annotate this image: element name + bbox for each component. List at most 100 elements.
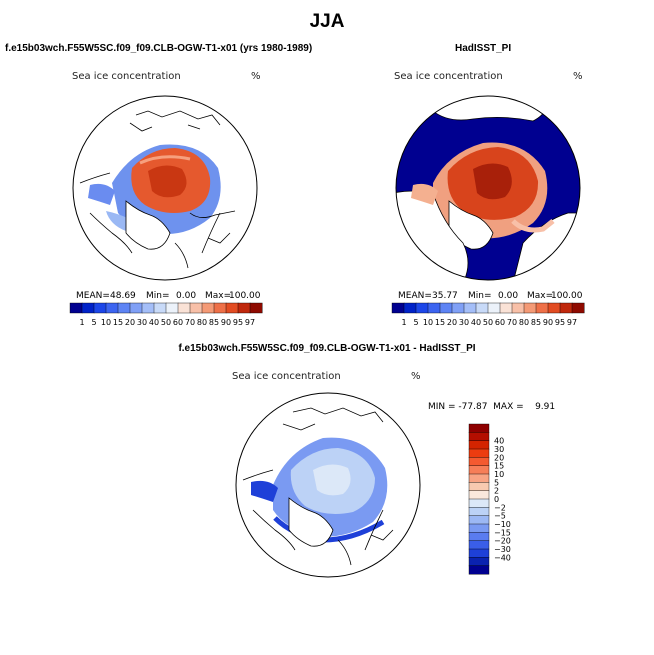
panel-1-coast-north	[129, 110, 221, 132]
panel-1-colorbar-swatch	[105, 302, 119, 314]
panel-1-colorbar-tick-label: 1	[79, 318, 84, 327]
panel-2-max-label: Max=	[527, 291, 554, 301]
panel-1-colorbar-tick-label: 60	[173, 318, 183, 327]
panel-2-colorbar-swatch	[427, 302, 441, 314]
panel-2-mean-label: MEAN=	[398, 291, 432, 301]
panel-3-colorbar-swatch	[468, 507, 490, 517]
panel-1-mean-value: 48.69	[110, 291, 136, 301]
panel-2-colorbar-swatch	[463, 302, 477, 314]
panel-2-colorbar-swatch	[571, 302, 585, 314]
panel-1-coast-canada	[79, 172, 133, 254]
panel-3-colorbar-tick-label: −2	[494, 503, 506, 512]
panel-1-min-value: 0.00	[176, 291, 197, 301]
panel-2-variable-label: Sea ice concentration	[394, 71, 503, 82]
panel-2-barents-ice	[511, 219, 555, 233]
panel-1-mean-label: MEAN=	[76, 291, 110, 301]
panel-3-colorbar-swatch	[468, 490, 490, 500]
panel-3-colorbar-tick-label: 15	[494, 462, 504, 471]
panel-3-colorbar-swatch	[468, 540, 490, 550]
panel-2-colorbar-tick-label: 85	[531, 318, 541, 327]
panel-3-colorbar-tick-label: −5	[494, 512, 506, 521]
panel-1-colorbar-swatch	[153, 302, 167, 314]
panel-3-units-label: %	[411, 371, 421, 382]
panel-2-colorbar-tick-label: 97	[567, 318, 577, 327]
panel-3-colorbar-swatch	[468, 473, 490, 483]
panel-3-diff-field-center	[313, 464, 351, 496]
panel-3-colorbar-swatch	[468, 465, 490, 475]
panel-3-colorbar-tick-label: −30	[494, 545, 511, 554]
panel-2-colorbar-swatch	[487, 302, 501, 314]
panel-1-min-label: Min=	[146, 291, 170, 301]
panel-2-colorbar-tick-label: 40	[471, 318, 481, 327]
panel-2-colorbar-swatch	[559, 302, 573, 314]
panel-1-ice-pack-edge	[139, 155, 191, 165]
panel-2-map	[395, 95, 581, 281]
panel-3-title: f.e15b03wch.F55W5SC.f09_f09.CLB-OGW-T1-x…	[178, 343, 476, 354]
panel-3-colorbar-swatch	[468, 557, 490, 567]
panel-2-colorbar-swatch	[523, 302, 537, 314]
panel-1-colorbar-tick-label: 15	[113, 318, 123, 327]
panel-1-colorbar-swatch	[93, 302, 107, 314]
panel-1-colorbar: 1 5 10 15 20 30 40 50 60 70 80 85 90 95 97	[69, 302, 263, 327]
panel-1-coast-greenland	[125, 200, 171, 250]
panel-3-variable-label: Sea ice concentration	[232, 371, 341, 382]
panel-3-colorbar-tick-label: 0	[494, 495, 499, 504]
panel-2-ice-core	[473, 163, 512, 200]
panel-1-colorbar-tick-label: 20	[125, 318, 135, 327]
panel-3-coast-europe	[337, 509, 394, 566]
panel-1-title: f.e15b03wch.F55W5SC.f09_f09.CLB-OGW-T1-x…	[5, 43, 313, 54]
panel-2-colorbar-tick-label: 30	[459, 318, 469, 327]
panel-2-colorbar-swatch	[403, 302, 417, 314]
panel-2-colorbar-tick-label: 60	[495, 318, 505, 327]
panel-1-colorbar-tick-label: 40	[149, 318, 159, 327]
panel-1-colorbar-swatch	[81, 302, 95, 314]
panel-2-units-label: %	[573, 71, 583, 82]
panel-2-colorbar-tick-label: 80	[519, 318, 529, 327]
panel-3-colorbar-tick-label: 5	[494, 478, 499, 487]
panel-3-colorbar-swatch	[468, 482, 490, 492]
panel-2-colorbar-tick-label: 95	[555, 318, 565, 327]
panel-1-colorbar-tick-label: 90	[221, 318, 231, 327]
panel-2-mean-value: 35.77	[432, 291, 458, 301]
panel-2-colorbar-tick-label: 90	[543, 318, 553, 327]
panel-1-colorbar-swatch	[117, 302, 131, 314]
panel-2-colorbar-tick-label: 5	[413, 318, 418, 327]
panel-1-colorbar-swatch	[189, 302, 203, 314]
panel-2-colorbar-tick-label: 1	[401, 318, 406, 327]
panel-2-title: HadISST_PI	[455, 43, 512, 54]
figure-title: JJA	[309, 11, 345, 32]
panel-3-colorbar-swatch	[468, 523, 490, 533]
panel-2-colorbar-swatch	[439, 302, 453, 314]
panel-2-siberia-land	[432, 96, 547, 122]
panel-1-colorbar-tick-label: 97	[245, 318, 255, 327]
panel-2-colorbar-swatch	[451, 302, 465, 314]
panel-3-baffin-negative	[251, 480, 278, 502]
panel-1-colorbar-tick-label: 10	[101, 318, 111, 327]
panel-3-colorbar-tick-label: −20	[494, 537, 511, 546]
panel-2-colorbar-tick-label: 15	[435, 318, 445, 327]
panel-3-colorbar-swatch	[468, 515, 490, 525]
panel-3-colorbar-tick-label: 20	[494, 453, 504, 462]
panel-1-colorbar-tick-label: 95	[233, 318, 243, 327]
panel-3-coast-north	[282, 407, 384, 431]
panel-3-colorbar-swatch	[468, 440, 490, 450]
panel-1-colorbar-tick-label: 5	[91, 318, 96, 327]
panel-3-colorbar-tick-label: 10	[494, 470, 504, 479]
panel-3-colorbar-swatch	[468, 423, 490, 433]
panel-2-colorbar-tick-label: 20	[447, 318, 457, 327]
panel-2-min-label: Min=	[468, 291, 492, 301]
panel-3-map	[235, 392, 421, 578]
panel-1-colorbar-swatch	[225, 302, 239, 314]
panel-1-map	[72, 95, 258, 281]
panel-2-colorbar: 1 5 10 15 20 30 40 50 60 70 80 85 90 95 97	[391, 302, 585, 327]
panel-2-colorbar-swatch	[475, 302, 489, 314]
panel-1-colorbar-tick-label: 50	[161, 318, 171, 327]
panel-1-colorbar-tick-label: 30	[137, 318, 147, 327]
panel-1-colorbar-tick-label: 85	[209, 318, 219, 327]
panel-1-max-value: 100.00	[229, 291, 261, 301]
panel-3-coast-canada	[242, 469, 296, 551]
panel-3-colorbar-swatch	[468, 548, 490, 558]
panel-2-baffin-ice	[411, 183, 438, 205]
panel-3-colorbar-swatch	[468, 565, 490, 575]
